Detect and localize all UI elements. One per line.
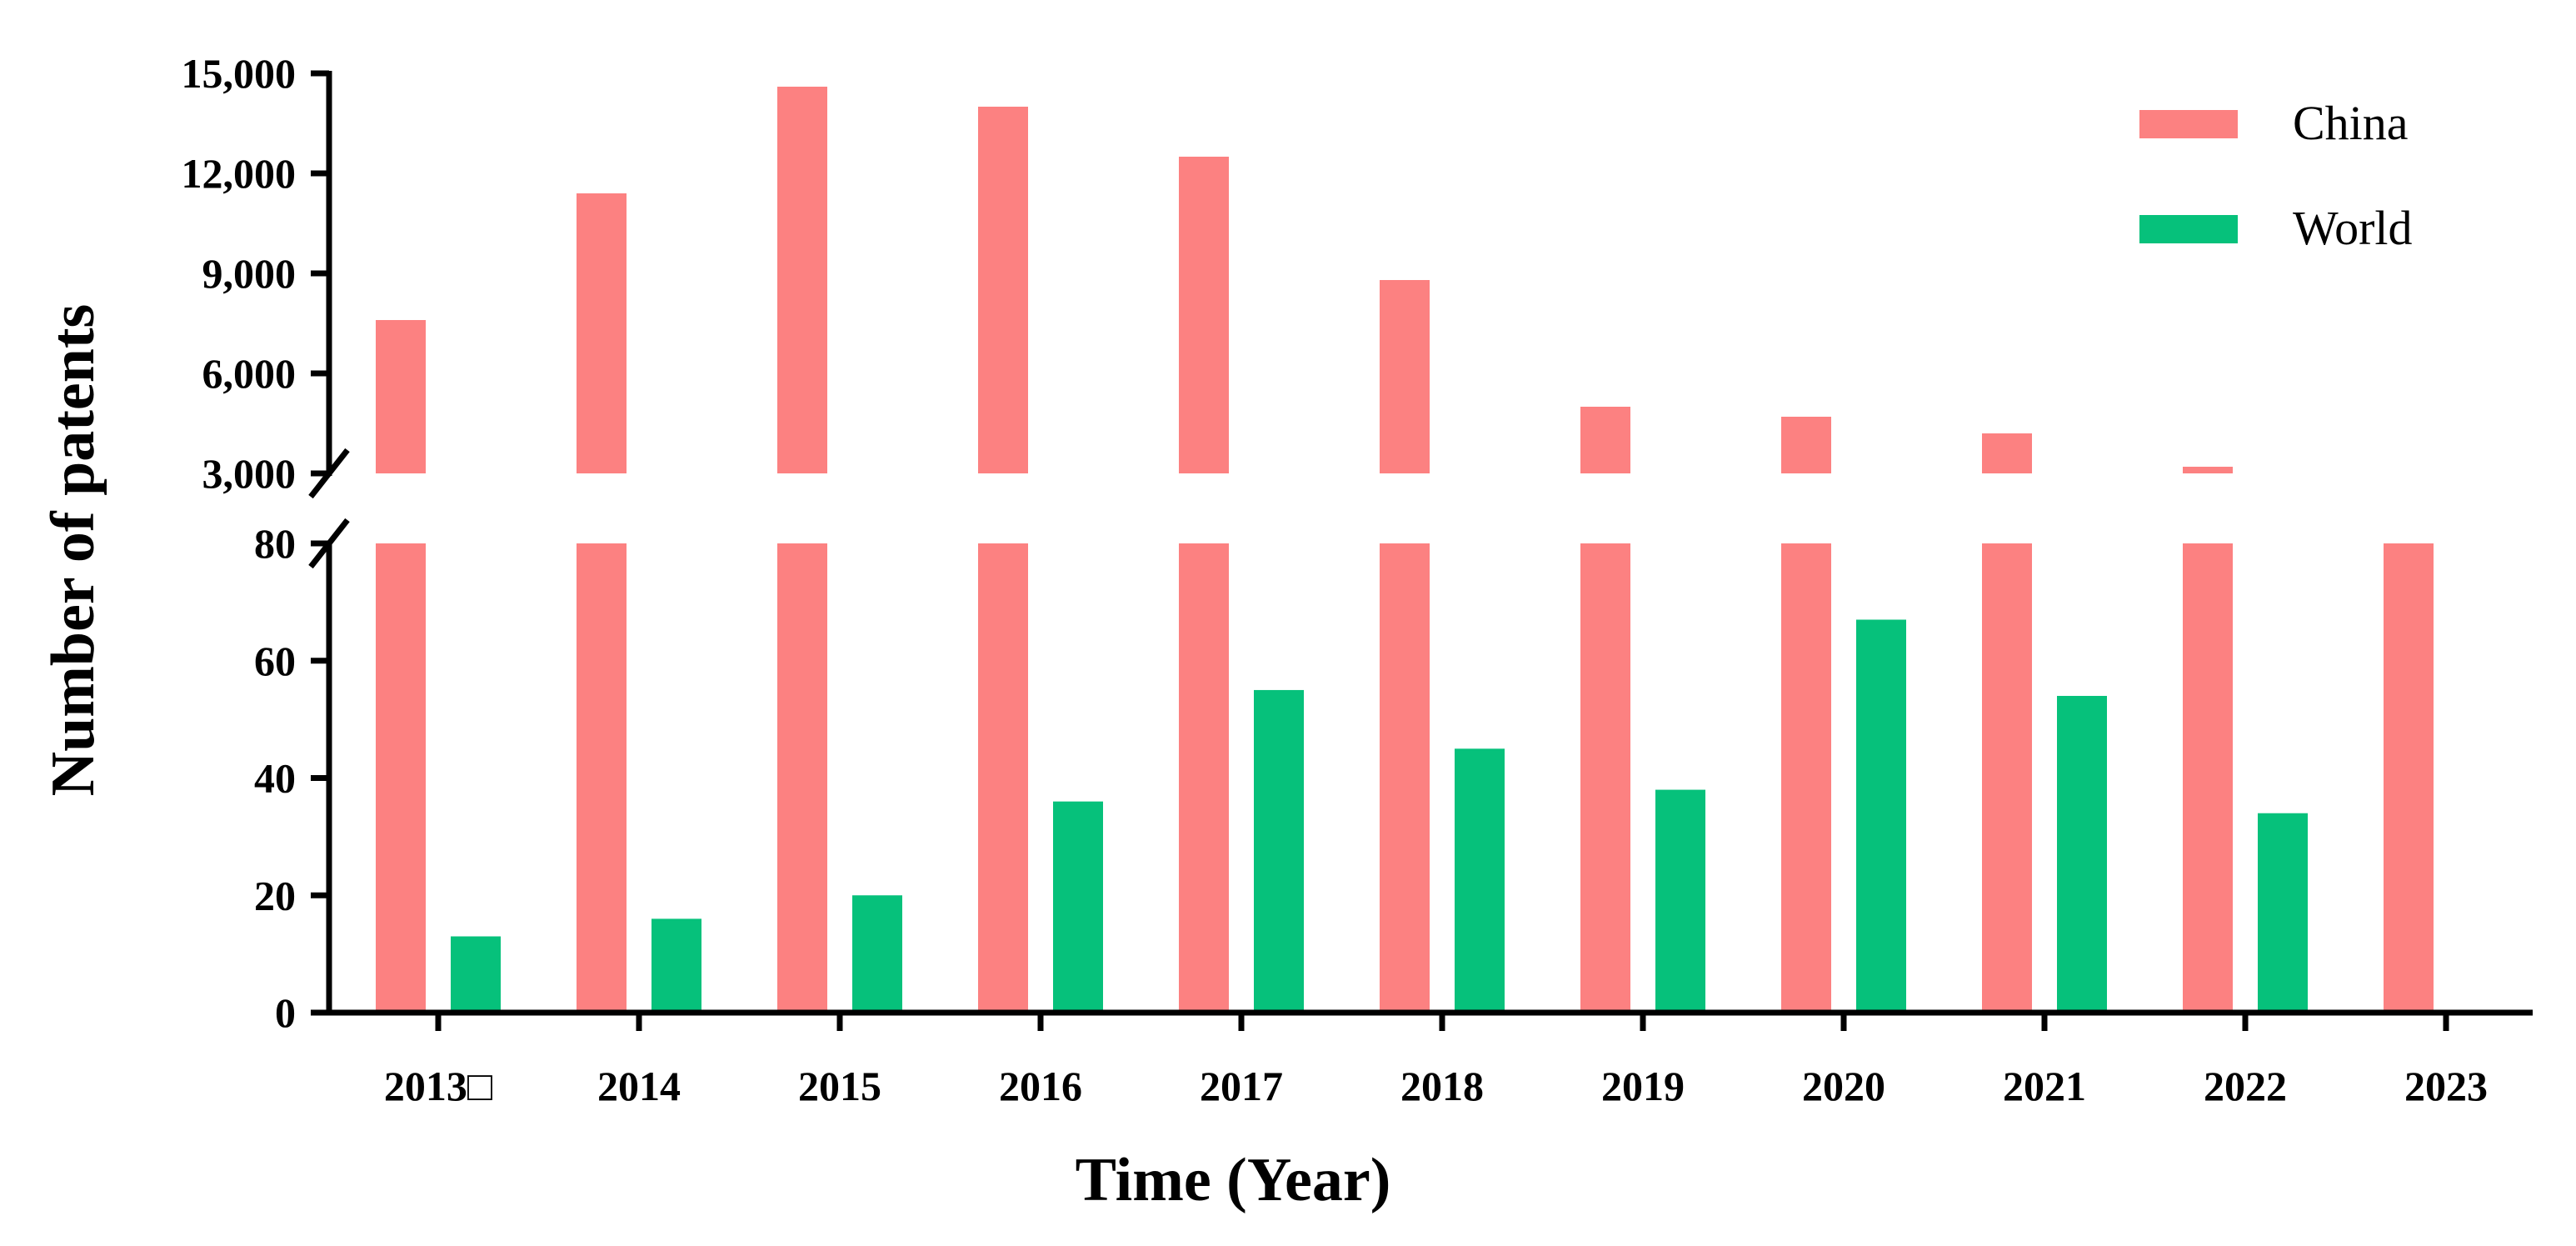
y-tick-label-upper-4: 15,000 xyxy=(182,50,297,97)
legend: China World xyxy=(2139,96,2413,255)
bar-world-9 xyxy=(2258,813,2308,1013)
x-tick-label-2: 2015 xyxy=(798,1063,881,1109)
bar-china-lower-3 xyxy=(978,543,1028,1013)
bar-china-lower-2 xyxy=(777,543,827,1013)
labels-layer: 2013□ 2014 2015 2016 2017 2018 2019 2020 2021 202… xyxy=(182,50,2489,1109)
x-tick-label-0: 2013□ xyxy=(384,1063,493,1109)
y-tick-label-lower-3: 60 xyxy=(254,638,296,684)
x-tick-label-9: 2022 xyxy=(2204,1063,2287,1109)
bar-world-3 xyxy=(1053,801,1103,1013)
legend-label-china: China xyxy=(2293,96,2409,150)
bar-china-upper-2 xyxy=(777,87,827,473)
bar-china-lower-1 xyxy=(577,543,627,1013)
y-tick-label-upper-2: 9,000 xyxy=(202,250,297,297)
y-tick-label-upper-1: 6,000 xyxy=(202,350,297,397)
bar-china-lower-5 xyxy=(1380,543,1430,1013)
bar-china-lower-7 xyxy=(1781,543,1831,1013)
legend-swatch-world xyxy=(2139,215,2238,243)
bar-world-1 xyxy=(651,918,701,1013)
bar-china-upper-1 xyxy=(577,193,627,473)
bar-china-upper-9 xyxy=(2183,467,2233,473)
bar-china-upper-5 xyxy=(1380,280,1430,473)
bar-china-lower-4 xyxy=(1179,543,1229,1013)
bar-world-6 xyxy=(1655,789,1705,1013)
x-tick-label-10: 2023 xyxy=(2404,1063,2488,1109)
y-tick-label-lower-4: 80 xyxy=(254,520,296,567)
ticks-layer xyxy=(311,70,2449,1031)
bar-china-lower-9 xyxy=(2183,543,2233,1013)
y-tick-label-upper-3: 12,000 xyxy=(182,150,297,197)
bar-china-lower-0 xyxy=(376,543,426,1013)
y-tick-label-lower-1: 20 xyxy=(254,872,296,918)
x-tick-label-6: 2019 xyxy=(1601,1063,1685,1109)
bar-china-upper-7 xyxy=(1781,417,1831,473)
bar-china-upper-6 xyxy=(1580,407,1630,473)
bar-china-lower-8 xyxy=(1982,543,2032,1013)
bar-china-lower-10 xyxy=(2384,543,2434,1013)
bar-world-5 xyxy=(1455,748,1505,1013)
x-axis-title: Time (Year) xyxy=(1076,1146,1391,1214)
bar-china-upper-3 xyxy=(978,107,1028,473)
bar-china-upper-0 xyxy=(376,320,426,473)
legend-swatch-china xyxy=(2139,110,2238,138)
x-tick-label-4: 2017 xyxy=(1200,1063,1283,1109)
x-tick-label-3: 2016 xyxy=(999,1063,1082,1109)
y-axis-title: Number of patents xyxy=(39,304,107,797)
bar-china-lower-6 xyxy=(1580,543,1630,1013)
bar-world-4 xyxy=(1254,689,1304,1013)
legend-label-world: World xyxy=(2293,201,2413,255)
bar-china-upper-4 xyxy=(1179,157,1229,473)
bars-layer xyxy=(376,87,2434,1013)
bar-world-0 xyxy=(451,936,501,1013)
bar-world-2 xyxy=(852,895,902,1013)
bar-world-7 xyxy=(1856,619,1906,1013)
x-tick-label-1: 2014 xyxy=(597,1063,681,1109)
x-tick-label-7: 2020 xyxy=(1802,1063,1885,1109)
y-tick-label-upper-0: 3,000 xyxy=(202,450,297,497)
bar-china-upper-8 xyxy=(1982,433,2032,473)
y-tick-label-lower-0: 0 xyxy=(275,989,296,1036)
x-tick-label-8: 2021 xyxy=(2003,1063,2086,1109)
bar-world-8 xyxy=(2057,695,2107,1013)
y-tick-label-lower-2: 40 xyxy=(254,755,296,802)
x-tick-label-5: 2018 xyxy=(1400,1063,1484,1109)
